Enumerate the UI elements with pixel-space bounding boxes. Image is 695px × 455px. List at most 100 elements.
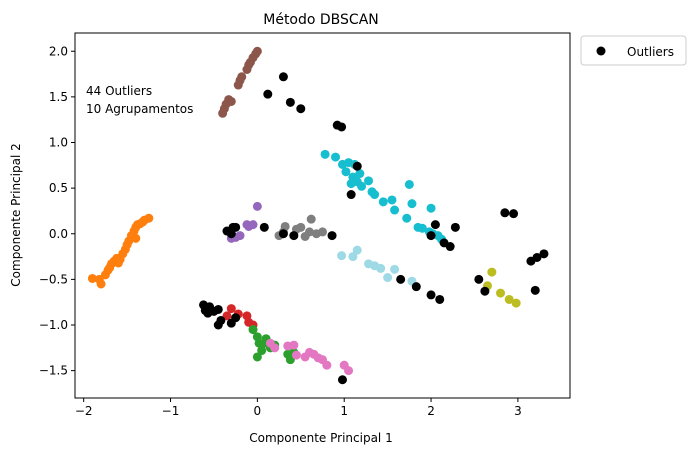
cluster-point [390,205,400,215]
outlier-point [396,274,406,284]
cluster-point [511,298,521,308]
annotation-outliers: 44 Outliers [86,84,152,98]
outlier-point [426,290,436,300]
legend-marker-outliers [596,46,606,56]
outlier-point [231,222,241,232]
cluster-point [320,149,330,159]
cluster-point [504,294,514,304]
outlier-point [352,161,362,171]
cluster-point [376,263,386,273]
outlier-point [263,89,273,99]
cluster-point [496,288,506,298]
y-tick-label: 0.0 [49,227,68,241]
x-tick-label: 0 [254,404,262,418]
cluster-point [426,203,436,213]
cluster-point [296,222,306,232]
y-axis-label: Componente Principal 2 [9,143,23,286]
x-tick-label: 2 [427,404,435,418]
cluster-point [331,152,341,162]
cluster-point [370,190,380,200]
cluster-point [131,233,141,243]
cluster-point [383,273,393,283]
cluster-point [355,169,365,179]
cluster-point [322,360,332,370]
outlier-point [213,320,223,330]
outlier-point [509,209,519,219]
annotation-clusters: 10 Agrupamentos [86,102,193,116]
x-tick-label: −1 [162,404,180,418]
cluster-point [487,267,497,277]
cluster-point [306,214,316,224]
x-tick-label: 3 [514,404,522,418]
cluster-point [304,227,314,237]
x-tick-label: 1 [340,404,348,418]
cluster-point [252,352,262,362]
cluster-point [417,223,427,233]
outlier-point [474,274,484,284]
cluster-point [341,167,351,177]
cluster-point [402,213,412,223]
cluster-point [364,176,374,186]
outlier-point [259,222,269,232]
points-layer [87,46,549,385]
x-axis: −2 −1 0 1 2 3 [75,398,522,418]
cluster-point [337,251,347,261]
y-tick-label: −0.5 [39,272,68,286]
outlier-point [445,242,455,252]
y-axis: −1.5 −1.0 −0.5 0.0 0.5 1.0 1.5 2.0 [39,44,75,378]
outlier-point [231,313,241,323]
outlier-point [337,122,347,132]
outlier-point [480,286,490,296]
cluster-point [242,220,252,230]
outlier-point [500,208,510,218]
outlier-point [213,304,223,314]
cluster-point [96,279,106,289]
cluster-point [318,227,327,237]
cluster-point [87,273,97,283]
outlier-point [450,222,460,232]
cluster-point [252,201,262,211]
outlier-point [430,220,440,230]
cluster-point [270,343,280,353]
y-tick-label: 2.0 [49,44,68,58]
y-tick-label: 1.0 [49,136,68,150]
y-tick-label: −1.5 [39,364,68,378]
outlier-point [435,294,445,304]
cluster-point [387,195,397,205]
cluster-point [378,197,388,207]
cluster-point [144,213,154,223]
legend-label-outliers: Outliers [627,45,674,59]
cluster-point [407,199,417,209]
outlier-point [539,249,549,259]
y-tick-label: 1.5 [49,90,68,104]
cluster-point [291,350,301,360]
x-tick-label: −2 [75,404,93,418]
outlier-point [346,190,356,200]
outlier-point [411,282,421,292]
y-tick-label: 0.5 [49,181,68,195]
legend-box [580,35,687,66]
cluster-point [235,231,245,241]
legend: Outliers [580,35,687,66]
outlier-point [278,72,288,82]
y-tick-label: −1.0 [39,318,68,332]
cluster-point [280,221,290,231]
cluster-point [348,252,358,262]
cluster-point [226,304,236,314]
cluster-point [237,72,247,82]
outlier-point [289,231,299,241]
outlier-point [532,252,542,262]
cluster-point [257,346,267,356]
chart-title: Método DBSCAN [263,12,379,28]
cluster-point [404,179,414,189]
outlier-point [278,229,288,239]
cluster-point [352,245,362,255]
cluster-point [357,181,367,191]
cluster-point [289,340,299,350]
cluster-point [252,46,262,56]
outlier-point [530,285,540,295]
outlier-point [285,97,295,107]
cluster-point [344,366,354,376]
x-axis-label: Componente Principal 1 [249,431,392,445]
